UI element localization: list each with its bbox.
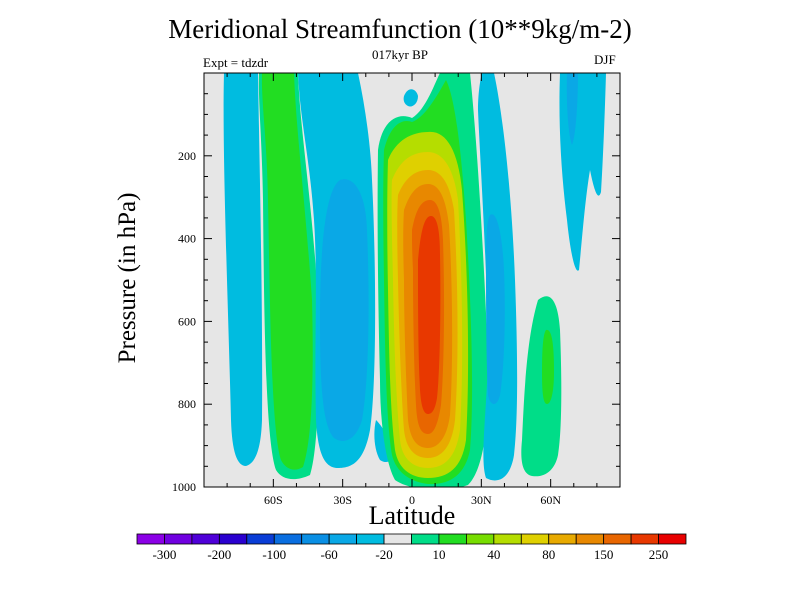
- colorbar-label: 40: [487, 547, 500, 562]
- colorbar-label: 10: [432, 547, 445, 562]
- colorbar-label: -20: [375, 547, 392, 562]
- colorbar-swatch: [328, 533, 357, 545]
- colorbar-label: 150: [594, 547, 614, 562]
- colorbar-label: -60: [320, 547, 337, 562]
- y-tick-label: 200: [178, 149, 196, 163]
- colorbar-label: -300: [153, 547, 177, 562]
- season-label: DJF: [594, 52, 616, 67]
- chart-subtitle: 017kyr BP: [372, 47, 428, 62]
- colorbar-label: 250: [649, 547, 669, 562]
- colorbar-swatch: [218, 533, 248, 545]
- x-tick-label: 0: [409, 493, 415, 507]
- y-tick-label: 600: [178, 314, 196, 328]
- contour-fields: [223, 73, 606, 487]
- equatorial-negative-patch: [403, 89, 418, 107]
- s-highlat-negative-cell: [223, 73, 263, 466]
- y-axis: 200 400 600 800 1000: [172, 93, 620, 494]
- colorbar-swatch: [575, 533, 605, 545]
- x-axis-label: Latitude: [368, 501, 456, 530]
- colorbar-swatch: [164, 533, 193, 545]
- colorbar-swatch: [630, 533, 659, 545]
- colorbar-swatch: [603, 533, 632, 545]
- colorbar-swatch: [548, 533, 577, 545]
- y-tick-label: 1000: [172, 480, 196, 494]
- y-tick-label: 400: [178, 232, 196, 246]
- colorbar-swatch: [136, 533, 165, 545]
- x-tick-label: 60N: [540, 493, 561, 507]
- colorbar-swatch: [493, 533, 522, 545]
- x-tick-label: 30N: [471, 493, 492, 507]
- chart-title: Meridional Streamfunction (10**9kg/m-2): [168, 14, 632, 44]
- s-midlat-positive-core: [261, 73, 313, 470]
- experiment-label: Expt = tdzdr: [203, 55, 269, 70]
- x-tick-label: 60S: [264, 493, 283, 507]
- colorbar-swatch: [411, 533, 440, 545]
- y-tick-label: 800: [178, 397, 196, 411]
- colorbar-swatch: [658, 533, 687, 545]
- colorbar-label: -200: [207, 547, 231, 562]
- colorbar: -300 -200 -100 -60 -20 10 40 80 150 250: [136, 533, 687, 562]
- colorbar-swatch: [438, 533, 467, 545]
- colorbar-swatch: [246, 533, 275, 545]
- colorbar-swatch: [273, 533, 303, 545]
- colorbar-swatch: [465, 533, 495, 545]
- colorbar-label: 80: [542, 547, 555, 562]
- hadley-layer-core: [418, 216, 441, 414]
- n-highlat-negative-core: [566, 73, 578, 145]
- s-ferrel-negative-core: [320, 179, 369, 441]
- n-midlat-positive-core: [542, 329, 554, 404]
- x-axis: 60S 30S 0 30N 60N: [226, 73, 598, 507]
- x-tick-label: 30S: [333, 493, 352, 507]
- n-subtropical-negative-core: [486, 214, 505, 405]
- colorbar-label: -100: [262, 547, 286, 562]
- colorbar-swatch: [383, 533, 412, 545]
- colorbar-swatch: [356, 533, 385, 545]
- colorbar-swatch: [520, 533, 550, 545]
- colorbar-swatch: [301, 533, 330, 545]
- colorbar-swatch: [191, 533, 220, 545]
